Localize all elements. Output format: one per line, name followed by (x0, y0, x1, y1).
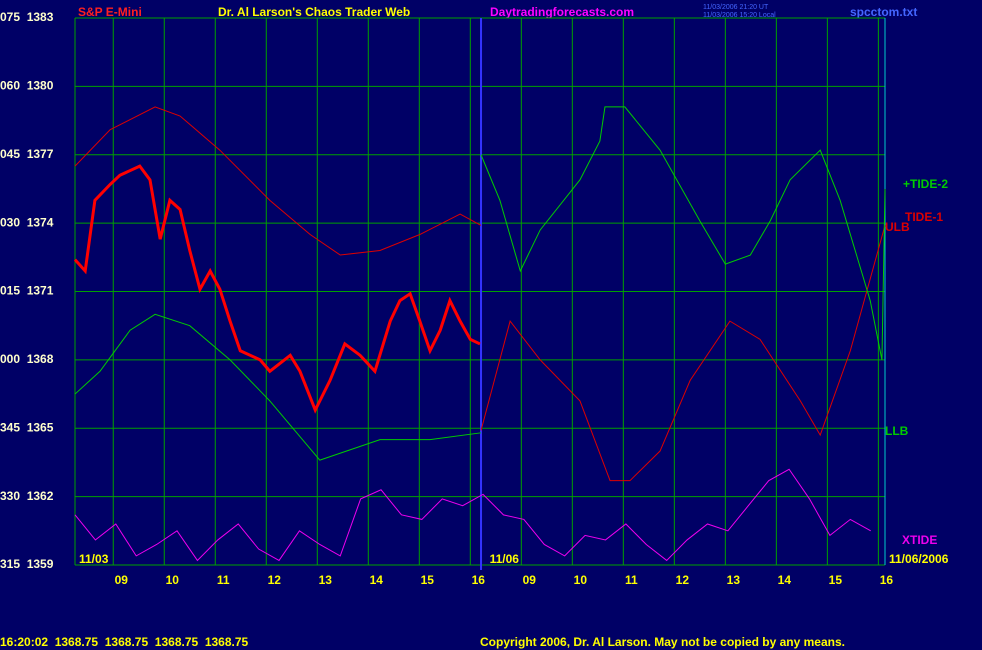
x-tick-label: 15 (421, 573, 435, 587)
x-tick-label: 16 (472, 573, 486, 587)
x-tick-label: 13 (727, 573, 741, 587)
chart-title: Dr. Al Larson's Chaos Trader Web (218, 5, 410, 19)
series-label: LLB (885, 424, 909, 438)
x-tick-label: 11 (625, 573, 638, 587)
x-tick-label: 11 (217, 573, 230, 587)
y-tick-label: 060 1380 (0, 79, 54, 93)
y-tick-label: 330 1362 (0, 489, 54, 503)
series-line (74, 468, 871, 562)
copyright: Copyright 2006, Dr. Al Larson. May not b… (480, 635, 845, 649)
y-tick-label: 045 1377 (0, 147, 54, 161)
x-tick-label: 16 (880, 573, 894, 587)
x-tick-label: 10 (166, 573, 180, 587)
series-line (73, 164, 481, 414)
series-label: XTIDE (902, 533, 937, 547)
file: spcctom.txt (850, 5, 917, 19)
timestamp: 11/03/2006 21:20 UT (703, 4, 769, 11)
day-label: 11/06/2006 (889, 552, 949, 566)
x-tick-label: 14 (778, 573, 792, 587)
x-tick-label: 09 (523, 573, 537, 587)
x-tick-label: 15 (829, 573, 843, 587)
series-line (74, 313, 482, 461)
x-tick-label: 10 (574, 573, 588, 587)
symbol: S&P E-Mini (78, 5, 142, 19)
x-tick-label: 13 (319, 573, 333, 587)
day-label: 11/06 (490, 552, 520, 566)
x-tick-label: 12 (676, 573, 690, 587)
y-tick-label: 000 1368 (0, 352, 54, 366)
y-tick-label: 030 1374 (0, 215, 54, 229)
series-label: ULB (885, 220, 910, 234)
day-label: 11/03 (79, 552, 109, 566)
series-line (74, 106, 482, 256)
y-tick-label: 345 1365 (0, 420, 54, 434)
y-tick-label: 315 1359 (0, 557, 54, 571)
timestamp: 11/03/2006 15:20 Local (703, 12, 776, 19)
series-line (480, 225, 886, 482)
y-tick-label: 015 1371 (0, 284, 54, 298)
quote: 16:20:02 1368.75 1368.75 1368.75 1368.75 (0, 635, 249, 649)
x-tick-label: 09 (115, 573, 129, 587)
series-line (480, 106, 886, 360)
series-label: TIDE-1 (905, 210, 943, 224)
site: Daytradingforecasts.com (490, 5, 634, 19)
y-tick-label: 075 1383 (0, 10, 54, 24)
series-label: +TIDE-2 (903, 177, 948, 191)
x-tick-label: 14 (370, 573, 384, 587)
x-tick-label: 12 (268, 573, 282, 587)
